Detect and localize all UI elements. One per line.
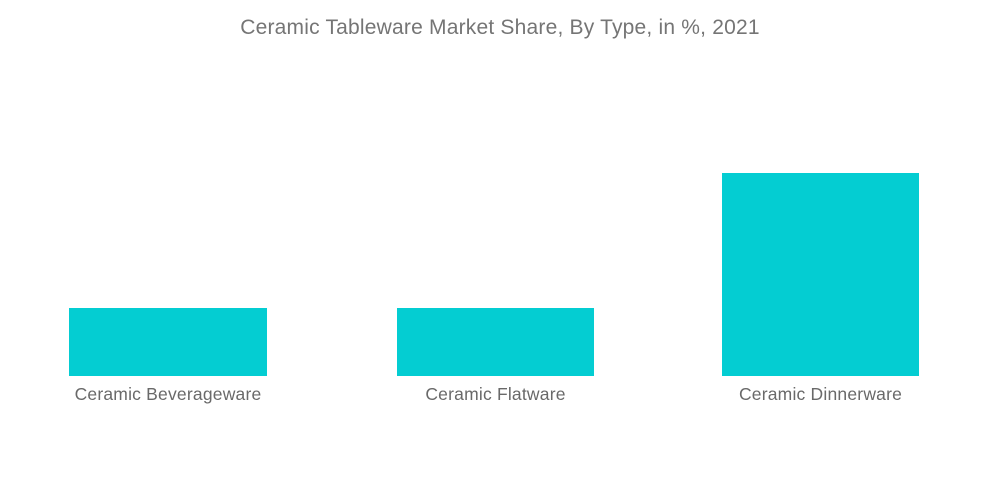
category-label-ceramic-beverageware: Ceramic Beverageware	[74, 384, 262, 404]
bar-group-ceramic-beverageware: Ceramic Beverageware	[69, 308, 267, 404]
category-label-ceramic-dinnerware: Ceramic Dinnerware	[738, 384, 903, 404]
chart-title: Ceramic Tableware Market Share, By Type,…	[240, 16, 760, 39]
bar-group-ceramic-flatware: Ceramic Flatware	[397, 308, 594, 404]
bar-ceramic-dinnerware[interactable]	[722, 173, 919, 376]
bar-group-ceramic-dinnerware: Ceramic Dinnerware	[722, 173, 919, 404]
bar-ceramic-beverageware[interactable]	[69, 308, 267, 376]
plot-area: Ceramic Beverageware Ceramic Flatware Ce…	[0, 38, 1000, 404]
category-label-ceramic-flatware: Ceramic Flatware	[425, 384, 566, 404]
bar-ceramic-flatware[interactable]	[397, 308, 594, 376]
